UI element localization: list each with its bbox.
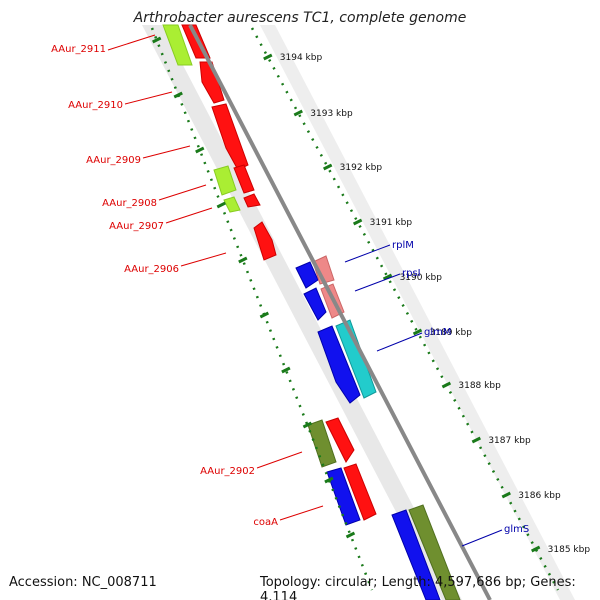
ruler-label: 3192 kbp xyxy=(340,163,383,173)
gene-label: AAur_2902 xyxy=(200,466,255,477)
gene-glmm-arrow xyxy=(317,325,361,404)
ruler-tick-left xyxy=(324,476,334,484)
ruler-tick xyxy=(382,273,393,281)
gene-glms-arrow xyxy=(391,509,441,600)
gene-aaur2908-block xyxy=(213,165,237,196)
ruler-tick xyxy=(293,109,303,117)
gene-label-leader xyxy=(142,145,191,159)
ruler-tick-left xyxy=(152,36,162,44)
gene-label: rplM xyxy=(392,240,414,251)
ruler-label: 3191 kbp xyxy=(370,218,413,228)
ruler-tick-left xyxy=(238,256,248,264)
rulers: 3194 kbp 3193 kbp 3192 kbp 3191 kbp 3190 kbp… xyxy=(150,27,591,591)
gene-label: AAur_2908 xyxy=(102,198,157,209)
ruler-tick-left xyxy=(216,201,226,209)
gene-aaur2902-arrow xyxy=(325,417,355,463)
gene-label: glmM xyxy=(424,327,452,338)
ruler-label: 3188 kbp xyxy=(458,381,501,391)
ruler-tick-left xyxy=(173,91,183,99)
gene-label-leader xyxy=(180,252,227,267)
gene-label: AAur_2910 xyxy=(68,100,123,111)
gene-coaa-arrow xyxy=(343,463,377,521)
gene-label-leader xyxy=(461,529,503,547)
ruler-label: 3185 kbp xyxy=(548,545,591,555)
gene-label-leader xyxy=(354,273,401,292)
ruler-tick xyxy=(263,53,273,61)
gene-label-leader xyxy=(124,91,173,105)
gene-aaur2907-block xyxy=(223,196,241,213)
ruler-tick xyxy=(471,436,481,444)
map-title: Arthrobacter aurescens TC1, complete gen… xyxy=(133,10,467,26)
ruler-tick-left xyxy=(281,366,291,374)
gene-aaur2906-arrow xyxy=(253,221,277,261)
ruler-tick xyxy=(441,381,452,389)
gene-label-leader xyxy=(158,184,207,201)
gene-aaur2911-block xyxy=(162,24,193,66)
ruler-tick xyxy=(412,328,423,336)
gene-label-leader xyxy=(344,244,391,263)
ruler-label: 3189 kbp xyxy=(430,328,473,338)
gene-aaur2907-arrow xyxy=(243,193,261,208)
gene-label-leader xyxy=(165,207,213,224)
gene-label: rpsI xyxy=(402,268,421,279)
track-band xyxy=(260,25,575,600)
ruler-label: 3190 kbp xyxy=(400,273,443,283)
accession-text: Accession: NC_008711 xyxy=(9,575,157,590)
ruler-tick-left xyxy=(302,421,313,429)
gene-rpsi-arrow xyxy=(303,287,327,321)
summary-text: Topology: circular; Length: 4,597,686 bp… xyxy=(260,575,576,600)
ruler-dots-left xyxy=(150,27,374,591)
ruler-tick xyxy=(501,491,511,499)
ruler-label: 3194 kbp xyxy=(280,53,323,63)
gene-label-leader xyxy=(107,34,156,51)
ruler-tick xyxy=(323,163,333,171)
ruler-label: 3193 kbp xyxy=(310,109,353,119)
ruler-tick xyxy=(352,218,363,226)
gene-aaur2908-arrow xyxy=(233,164,255,194)
gene-features xyxy=(162,24,461,600)
gene-label: AAur_2909 xyxy=(86,155,141,166)
genome-backbone xyxy=(188,24,492,600)
gene-label-leader xyxy=(256,451,303,469)
gene-label: glmS xyxy=(504,524,529,535)
gene-label: AAur_2906 xyxy=(124,264,179,275)
gene-label-leader xyxy=(376,332,423,352)
gene-label: coaA xyxy=(253,517,278,528)
gene-label-leader xyxy=(279,505,324,521)
ruler-tick-left xyxy=(259,311,270,319)
gene-rplm-block xyxy=(312,255,335,285)
ruler-label: 3186 kbp xyxy=(518,491,561,501)
ruler-label: 3187 kbp xyxy=(488,436,531,446)
ruler-tick-left xyxy=(345,531,356,539)
gene-rplm-arrow xyxy=(295,261,319,289)
gene-glms-block xyxy=(408,504,461,600)
gene-label: AAur_2911 xyxy=(51,44,106,55)
gene-label: AAur_2907 xyxy=(109,221,164,232)
gene-aaur2902-block xyxy=(307,419,337,468)
ruler-tick xyxy=(531,545,541,553)
gene-labels: AAur_2911 AAur_2910 AAur_2909 AAur_2908 AAur… xyxy=(51,34,529,547)
ruler-tick-left xyxy=(195,146,205,154)
